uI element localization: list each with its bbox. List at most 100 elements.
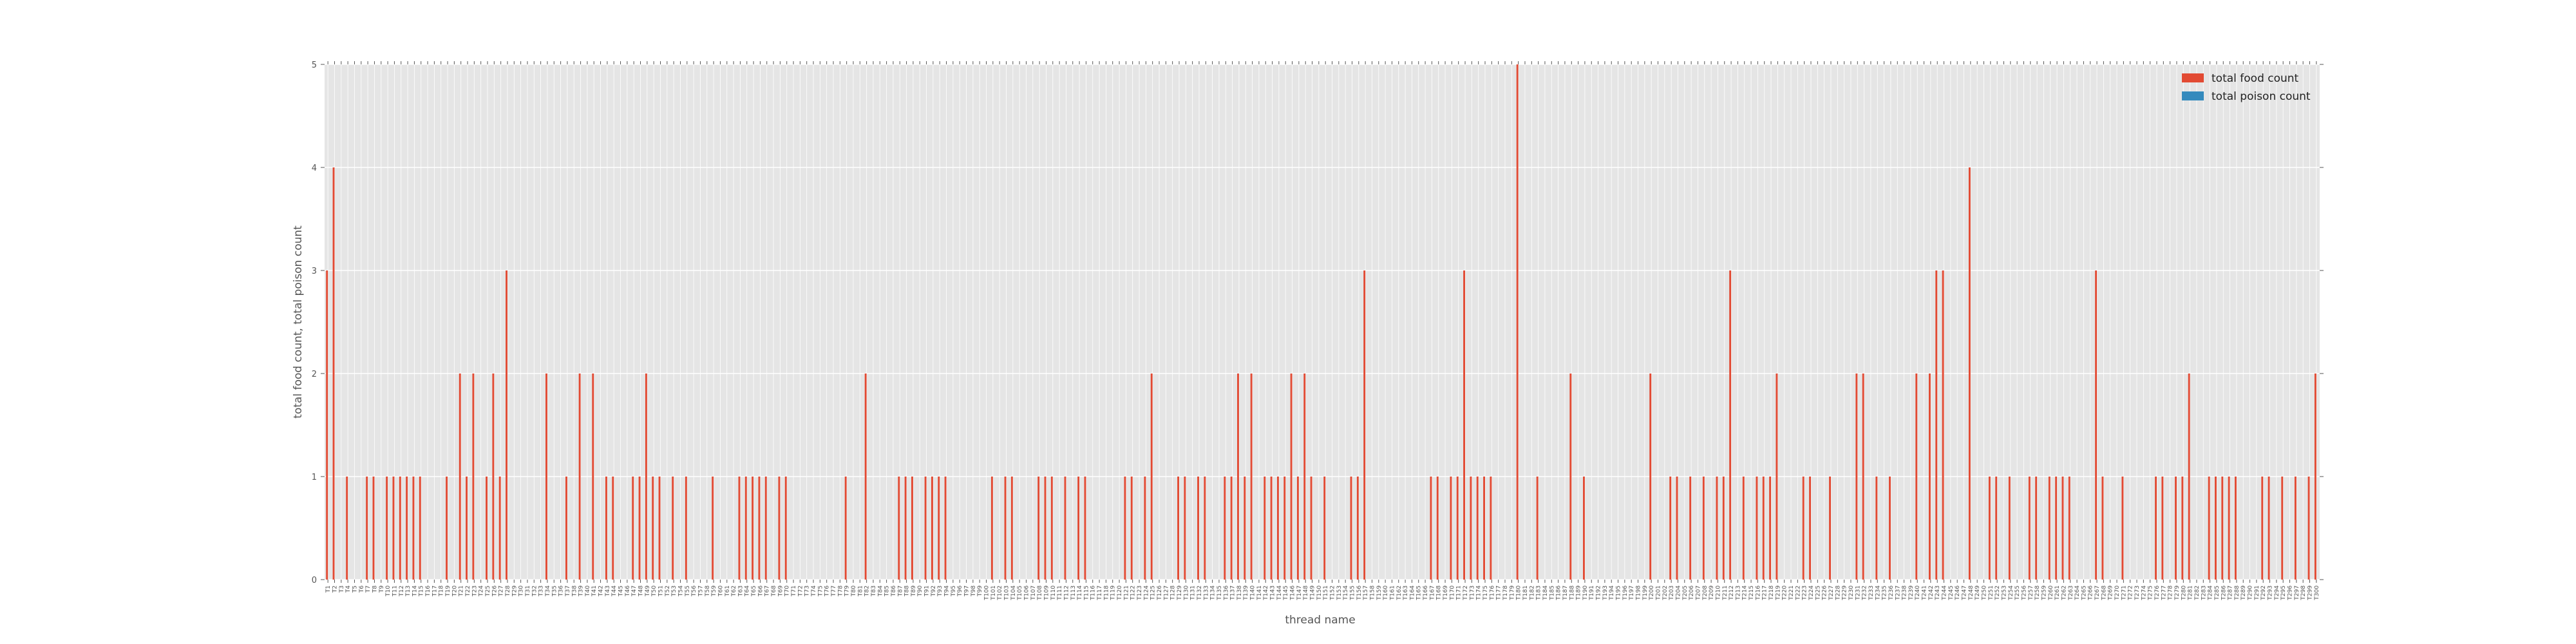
x-tick-label: T229 — [1842, 585, 1848, 601]
bar-food — [446, 477, 448, 580]
bar-food — [1310, 477, 1312, 580]
x-tick-label: T168 — [1436, 585, 1443, 601]
x-tick-label: T234 — [1875, 585, 1881, 601]
x-tick-label: T220 — [1782, 585, 1788, 601]
x-tick-label: T104 — [1010, 585, 1017, 601]
bar-food — [372, 477, 375, 580]
bar-food — [1004, 477, 1007, 580]
x-tick-label: T78 — [837, 585, 844, 597]
bar-food — [1569, 374, 1572, 580]
legend-label-food: total food count — [2211, 72, 2299, 85]
x-tick-label: T221 — [1788, 585, 1795, 601]
bar-food — [1350, 477, 1352, 580]
x-tick-label: T63 — [737, 585, 744, 597]
bar-food — [2101, 477, 2104, 580]
legend-swatch-food — [2182, 73, 2204, 82]
x-tick-label: T193 — [1602, 585, 1609, 601]
bar-food — [419, 477, 421, 580]
x-tick-label: T88 — [904, 585, 911, 597]
bar-food — [399, 477, 401, 580]
x-tick-label: T162 — [1396, 585, 1403, 601]
x-tick-label: T166 — [1423, 585, 1429, 601]
x-tick-label: T264 — [2074, 585, 2081, 601]
bar-food — [1197, 477, 1199, 580]
x-axis: T1 T2 T3 T4 T5 T6 T7 T8 T9 T10 T11 T12 T13 T14 T15 T16 T… — [325, 61, 2320, 601]
x-tick-label: T137 — [1230, 585, 1236, 601]
bar-food — [1356, 477, 1359, 580]
x-tick-label: T233 — [1868, 585, 1875, 601]
x-tick-label: T101 — [990, 585, 997, 601]
bar-food — [1230, 477, 1233, 580]
bar-food — [898, 477, 900, 580]
x-tick-label: T43 — [605, 585, 611, 597]
x-tick-label: T76 — [824, 585, 831, 597]
x-tick-label: T266 — [2088, 585, 2094, 601]
x-tick-label: T282 — [2194, 585, 2201, 601]
x-tick-label: T115 — [1083, 585, 1090, 601]
x-tick-label: T7 — [365, 585, 372, 593]
x-tick-label: T199 — [1642, 585, 1649, 601]
x-tick-label: T253 — [2001, 585, 2007, 601]
bar-food — [406, 477, 408, 580]
bar-food — [638, 477, 641, 580]
bar-food — [1430, 477, 1432, 580]
x-tick-label: T42 — [598, 585, 605, 597]
x-tick-label: T213 — [1735, 585, 1741, 601]
bar-food — [1968, 167, 1971, 580]
bar-food — [1184, 477, 1186, 580]
legend: total food count total poison count — [2182, 72, 2311, 103]
x-tick-label: T223 — [1802, 585, 1808, 601]
x-tick-label: T15 — [419, 585, 425, 597]
x-tick-label: T56 — [691, 585, 697, 597]
bar-food — [632, 477, 634, 580]
x-tick-label: T18 — [439, 585, 445, 597]
x-tick-label: T194 — [1609, 585, 1615, 601]
x-tick-label: T55 — [685, 585, 691, 597]
x-tick-label: T148 — [1303, 585, 1309, 601]
bar-food — [1988, 477, 1991, 580]
x-tick-label: T17 — [431, 585, 438, 597]
x-tick-label: T247 — [1962, 585, 1968, 601]
x-tick-label: T136 — [1223, 585, 1229, 601]
x-tick-label: T30 — [518, 585, 525, 597]
bar-food — [2215, 477, 2217, 580]
y-tick-label: 5 — [312, 61, 317, 70]
bar-food — [911, 477, 913, 580]
x-tick-label: T106 — [1023, 585, 1030, 601]
x-tick-label: T198 — [1636, 585, 1642, 601]
x-tick-label: T4 — [345, 585, 352, 593]
x-tick-label: T298 — [2300, 585, 2307, 601]
x-tick-label: T27 — [498, 585, 505, 597]
x-tick-label: T161 — [1389, 585, 1396, 601]
bar-food — [1649, 374, 1652, 580]
x-tick-label: T165 — [1416, 585, 1423, 601]
x-tick-label: T187 — [1562, 585, 1569, 601]
x-axis-label: thread name — [1285, 614, 1355, 627]
x-tick-label: T135 — [1217, 585, 1223, 601]
x-tick-label: T29 — [511, 585, 518, 597]
x-tick-label: T84 — [877, 585, 884, 597]
bar-food — [1742, 477, 1745, 580]
x-tick-label: T205 — [1682, 585, 1689, 601]
x-tick-label: T143 — [1270, 585, 1276, 601]
bar-food — [2228, 477, 2230, 580]
x-tick-label: T278 — [2168, 585, 2174, 601]
x-tick-label: T171 — [1456, 585, 1463, 601]
x-tick-label: T225 — [1815, 585, 1821, 601]
x-tick-label: T140 — [1250, 585, 1256, 601]
bar-food — [931, 477, 933, 580]
x-tick-label: T288 — [2234, 585, 2240, 601]
x-tick-label: T112 — [1063, 585, 1070, 601]
x-tick-label: T178 — [1502, 585, 1509, 601]
x-tick-label: T53 — [671, 585, 677, 597]
x-tick-label: T97 — [964, 585, 971, 597]
bar-food — [2294, 477, 2297, 580]
bar-food — [498, 477, 501, 580]
x-tick-label: T239 — [1908, 585, 1915, 601]
x-tick-label: T156 — [1356, 585, 1363, 601]
x-tick-label: T103 — [1003, 585, 1010, 601]
x-tick-label: T201 — [1655, 585, 1662, 601]
x-tick-label: T145 — [1283, 585, 1289, 601]
x-tick-label: T122 — [1130, 585, 1137, 601]
bar-food — [1050, 477, 1053, 580]
